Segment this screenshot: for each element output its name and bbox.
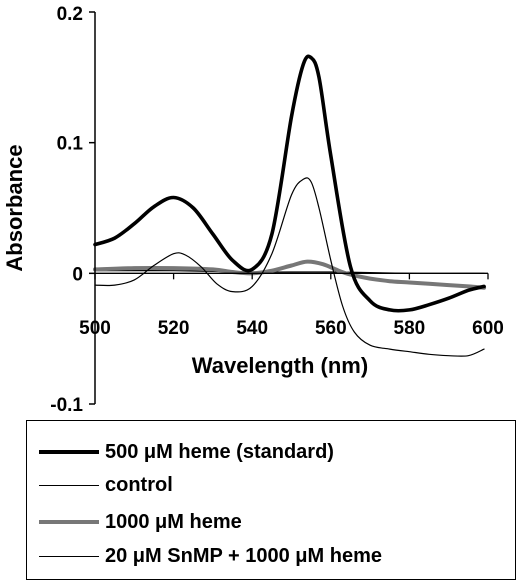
legend-label-snmp: 20 μM SnMP + 1000 μM heme: [105, 544, 382, 567]
x-tick-label: 540: [236, 318, 268, 339]
y-tick-label: 0.2: [57, 4, 83, 25]
y-axis-title: Absorbance: [2, 144, 27, 271]
legend-swatch-control: [39, 484, 99, 486]
y-tick-label: -0.1: [50, 395, 83, 416]
legend-label-standard: 500 μM heme (standard): [105, 440, 334, 463]
legend-swatch-snmp: [39, 555, 99, 557]
x-tick-label: 520: [158, 318, 190, 339]
legend: 500 μM heme (standard) control 1000 μM h…: [26, 420, 516, 580]
x-tick-label: 560: [315, 318, 347, 339]
series-line-3: [94, 177, 485, 357]
legend-item-1000-heme: 1000 μM heme: [27, 504, 515, 540]
plot-lines: [93, 54, 487, 357]
legend-item-standard: 500 μM heme (standard): [27, 434, 515, 470]
y-axis-ticks: 0.2 0.1 0 -0.1: [50, 4, 95, 416]
legend-label-1000-heme: 1000 μM heme: [105, 510, 242, 533]
absorbance-chart: 0.2 0.1 0 -0.1 500 520 540 560 580 600 Wavelengt…: [2, 4, 504, 416]
legend-item-control: control: [27, 467, 515, 503]
x-axis-title: Wavelength (nm): [192, 353, 368, 378]
x-tick-label: 500: [79, 318, 111, 339]
x-axis-ticks: 500 520 540 560 580 600: [79, 273, 504, 339]
legend-item-snmp: 20 μM SnMP + 1000 μM heme: [27, 538, 515, 574]
x-tick-label: 600: [472, 318, 504, 339]
legend-swatch-1000-heme: [39, 520, 99, 524]
x-tick-label: 580: [394, 318, 426, 339]
y-tick-label: 0.1: [57, 134, 84, 155]
series-line-2: [93, 259, 487, 290]
y-tick-label: 0: [72, 264, 83, 285]
legend-label-control: control: [105, 473, 173, 496]
series-line-0: [93, 54, 486, 313]
legend-swatch-standard: [39, 450, 99, 454]
